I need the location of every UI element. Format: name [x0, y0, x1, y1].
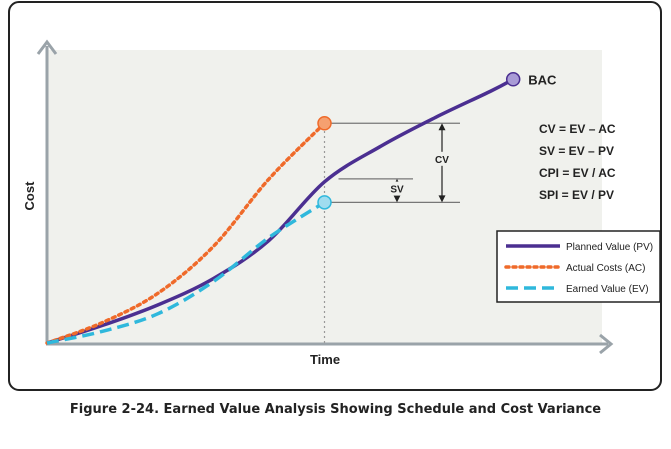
variance-lines: CV SV: [324, 122, 460, 204]
formula-0: CV = EV – AC: [539, 122, 616, 136]
marker-bac: [505, 72, 521, 87]
x-axis-arrow: [599, 333, 614, 355]
sv-label: SV: [390, 185, 404, 196]
legend-item-ev: Earned Value (EV): [506, 284, 649, 295]
formula-list: CV = EV – AC SV = EV – PV CPI = EV / AC SPI…: [539, 122, 616, 202]
figure-caption: Figure 2-24. Earned Value Analysis Showi…: [69, 402, 602, 417]
marker-ev_now: [317, 195, 332, 210]
bac-label: BAC: [528, 72, 557, 87]
legend-label-pv: Planned Value (PV): [566, 242, 653, 253]
legend: Planned Value (PV) Actual Costs (AC) Earne…: [496, 230, 661, 303]
series-line-ev: [46, 200, 326, 345]
axes: Time Cost: [22, 39, 614, 367]
y-axis-label: Cost: [22, 181, 37, 211]
x-axis-label: Time: [310, 352, 340, 367]
series-line-ac: [45, 121, 327, 345]
series-line-pv: [46, 77, 515, 345]
legend-item-ac: Actual Costs (AC): [504, 263, 645, 274]
series-layer: [45, 77, 515, 345]
formula-2: CPI = EV / AC: [539, 166, 616, 180]
legend-label-ev: Earned Value (EV): [566, 284, 649, 295]
legend-label-ac: Actual Costs (AC): [566, 263, 645, 274]
marker-ac_now: [317, 116, 332, 131]
cv-label-bg: [432, 151, 452, 166]
formula-3: SPI = EV / PV: [539, 188, 614, 202]
sv-label-bg: [387, 181, 407, 196]
legend-item-pv: Planned Value (PV): [506, 242, 653, 253]
y-axis-arrow: [36, 39, 58, 55]
formula-1: SV = EV – PV: [539, 144, 614, 158]
cv-label: CV: [435, 155, 449, 166]
marker-layer: [317, 72, 521, 210]
legend-items: Planned Value (PV) Actual Costs (AC) Earne…: [504, 242, 653, 295]
